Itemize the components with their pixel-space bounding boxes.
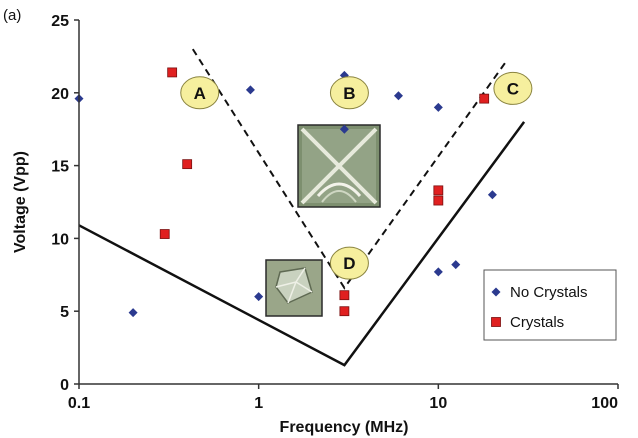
- callout-label: B: [343, 84, 355, 103]
- x-axis-title: Frequency (MHz): [280, 419, 409, 436]
- point-no-crystals: [128, 308, 138, 318]
- point-no-crystals: [487, 190, 497, 200]
- callout-label: C: [507, 79, 519, 98]
- callout-a: A: [180, 76, 220, 110]
- point-no-crystals: [451, 260, 461, 270]
- legend: No Crystals Crystals: [483, 269, 617, 341]
- inset-image-b: [297, 124, 381, 208]
- point-no-crystals: [433, 267, 443, 277]
- solid-boundary-line: [78, 121, 526, 367]
- point-no-crystals: [245, 85, 255, 95]
- point-crystals: [182, 159, 193, 170]
- callout-ellipse: [329, 76, 369, 110]
- boundary-lines: [78, 48, 526, 367]
- y-tick-label: 20: [51, 86, 69, 103]
- point-crystals: [167, 67, 178, 78]
- callout-c: C: [493, 71, 533, 105]
- x-tick-label: 1: [254, 395, 263, 412]
- y-tick-label: 10: [51, 231, 69, 248]
- y-tick-label: 15: [51, 159, 69, 176]
- legend-marker-crystals: [491, 317, 501, 327]
- y-tick-label: 0: [60, 377, 69, 394]
- y-tick-label: 25: [51, 13, 69, 30]
- inset-images: [265, 124, 381, 317]
- callout-label: D: [343, 254, 355, 273]
- dashed-boundary-line: [191, 48, 508, 290]
- axes: [78, 20, 618, 385]
- point-no-crystals: [339, 124, 349, 134]
- point-crystals: [339, 290, 350, 301]
- point-no-crystals: [254, 292, 264, 302]
- x-tick-label: 100: [591, 395, 618, 412]
- callout-label: A: [194, 84, 206, 103]
- data-points: [74, 67, 497, 318]
- callout-ellipse: [180, 76, 220, 110]
- y-axis-title: Voltage (Vpp): [12, 151, 29, 253]
- panel-label: (a): [3, 7, 21, 24]
- point-crystals: [479, 93, 490, 104]
- callout-ellipse: [493, 71, 533, 105]
- point-crystals: [339, 306, 350, 317]
- legend-label-crystals: Crystals: [510, 314, 564, 331]
- point-crystals: [159, 229, 170, 239]
- tick-labels: 0 5 10 15 20 25 0.1 1 10 100: [51, 13, 619, 412]
- point-crystals: [433, 185, 444, 196]
- callout-b: B: [329, 76, 369, 110]
- point-no-crystals: [393, 91, 403, 101]
- x-tick-label: 10: [429, 395, 447, 412]
- point-crystals: [433, 195, 444, 206]
- legend-label-no-crystals: No Crystals: [510, 284, 588, 301]
- region-callouts: A B C D: [180, 71, 533, 280]
- callout-d: D: [329, 246, 369, 280]
- legend-marker-no-crystals: [491, 287, 501, 297]
- point-no-crystals: [433, 102, 443, 112]
- legend-box: [483, 269, 617, 341]
- y-tick-label: 5: [60, 304, 69, 321]
- callout-ellipse: [329, 246, 369, 280]
- inset-image-d: [265, 259, 323, 317]
- x-tick-label: 0.1: [68, 395, 90, 412]
